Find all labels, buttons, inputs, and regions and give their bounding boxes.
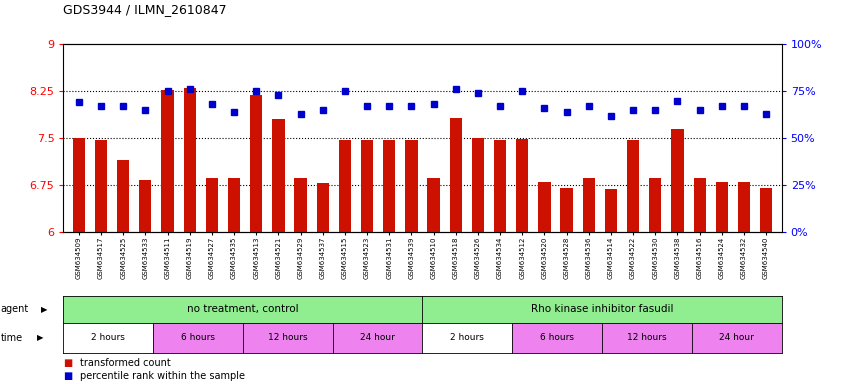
Bar [560,189,572,232]
Bar [316,184,328,232]
Bar [360,140,373,232]
Bar [538,182,550,232]
Text: 6 hours: 6 hours [539,333,573,343]
Bar [73,138,85,232]
Bar [582,178,594,232]
Text: no treatment, control: no treatment, control [187,304,299,314]
Bar [183,88,196,232]
Text: ■: ■ [63,358,73,368]
Bar [382,140,395,232]
Text: percentile rank within the sample: percentile rank within the sample [80,371,245,381]
Bar [338,140,350,232]
Text: 12 hours: 12 hours [626,333,666,343]
Text: 6 hours: 6 hours [181,333,214,343]
Bar [648,178,661,232]
Bar [427,178,439,232]
Bar [405,140,417,232]
Bar [494,140,506,232]
Bar [715,182,727,232]
Bar [759,188,771,232]
Bar [117,160,129,232]
Text: time: time [1,333,23,343]
Text: ▶: ▶ [41,305,47,314]
Text: transformed count: transformed count [80,358,170,368]
Bar [737,182,749,232]
Bar [471,138,484,232]
Text: GDS3944 / ILMN_2610847: GDS3944 / ILMN_2610847 [63,3,227,16]
Bar [95,140,107,232]
Text: agent: agent [1,304,29,314]
Bar [139,180,151,232]
Text: 24 hour: 24 hour [360,333,395,343]
Bar [294,178,306,232]
Bar [206,178,218,232]
Text: 2 hours: 2 hours [450,333,484,343]
Bar [272,119,284,232]
Bar [604,189,616,232]
Text: ▶: ▶ [37,333,44,343]
Text: 24 hour: 24 hour [718,333,754,343]
Text: ■: ■ [63,371,73,381]
Bar [626,140,638,232]
Bar [250,95,262,232]
Bar [161,90,174,232]
Bar [670,129,683,232]
Bar [516,139,528,232]
Bar [228,178,240,232]
Text: 12 hours: 12 hours [268,333,307,343]
Bar [693,178,705,232]
Text: Rho kinase inhibitor fasudil: Rho kinase inhibitor fasudil [530,304,673,314]
Text: 2 hours: 2 hours [91,333,125,343]
Bar [449,118,462,232]
